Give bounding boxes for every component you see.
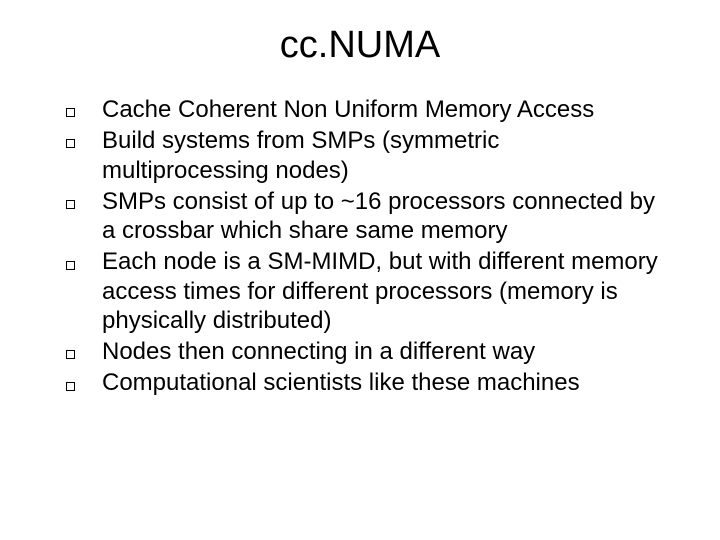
- bullet-text: Build systems from SMPs (symmetric multi…: [102, 126, 662, 185]
- bullet-text: SMPs consist of up to ~16 processors con…: [102, 187, 662, 246]
- list-item: Each node is a SM-MIMD, but with differe…: [66, 247, 662, 335]
- bullet-text: Cache Coherent Non Uniform Memory Access: [102, 95, 662, 124]
- bullet-list: Cache Coherent Non Uniform Memory Access…: [48, 95, 672, 398]
- slide-title: cc.NUMA: [48, 24, 672, 67]
- square-bullet-icon: [66, 108, 75, 117]
- bullet-text: Nodes then connecting in a different way: [102, 337, 662, 366]
- list-item: Cache Coherent Non Uniform Memory Access: [66, 95, 662, 124]
- square-bullet-icon: [66, 350, 75, 359]
- list-item: Build systems from SMPs (symmetric multi…: [66, 126, 662, 185]
- list-item: Nodes then connecting in a different way: [66, 337, 662, 366]
- square-bullet-icon: [66, 139, 75, 148]
- square-bullet-icon: [66, 382, 75, 391]
- square-bullet-icon: [66, 200, 75, 209]
- list-item: SMPs consist of up to ~16 processors con…: [66, 187, 662, 246]
- slide: cc.NUMA Cache Coherent Non Uniform Memor…: [0, 0, 720, 540]
- bullet-text: Computational scientists like these mach…: [102, 368, 662, 397]
- square-bullet-icon: [66, 261, 75, 270]
- bullet-text: Each node is a SM-MIMD, but with differe…: [102, 247, 662, 335]
- list-item: Computational scientists like these mach…: [66, 368, 662, 397]
